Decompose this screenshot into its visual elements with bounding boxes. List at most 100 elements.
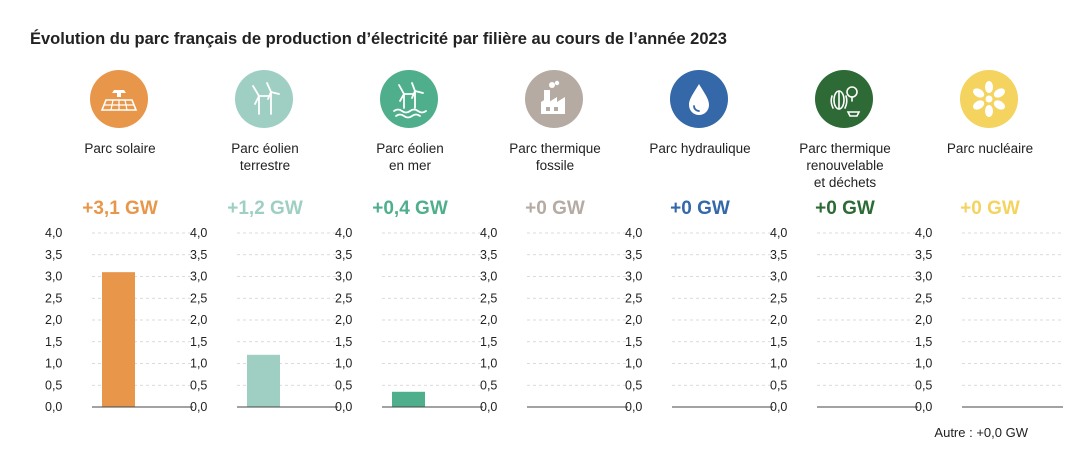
y-tick-label: 2,0 [625, 313, 642, 327]
y-tick-label: 0,5 [915, 378, 932, 392]
y-tick-label: 1,0 [625, 357, 642, 371]
panel-label: Parc thermique fossile [509, 141, 601, 173]
bar [102, 272, 135, 407]
y-tick-label: 2,5 [770, 291, 787, 305]
data-label: +0 GW [670, 198, 730, 219]
bar-plot: 0,0 0,5 1,0 1,5 2,0 2,5 3,0 3,5 4,0 [625, 226, 773, 414]
other-note: Autre : +0,0 GW [934, 425, 1028, 440]
data-label: +1,2 GW [227, 198, 303, 219]
y-tick-label: 2,0 [190, 313, 207, 327]
y-tick-label: 1,0 [190, 357, 207, 371]
y-tick-label: 3,5 [190, 248, 207, 262]
y-tick-label: 3,5 [335, 248, 352, 262]
y-tick-label: 3,5 [625, 248, 642, 262]
y-tick-label: 3,0 [190, 270, 207, 284]
y-tick-label: 4,0 [480, 226, 497, 240]
chart-title: Évolution du parc français de production… [30, 30, 727, 48]
chart-panel: Parc thermique renouvelable et déchets +0… [770, 70, 920, 450]
y-tick-label: 0,0 [190, 400, 207, 414]
y-tick-label: 2,5 [480, 291, 497, 305]
data-label: +3,1 GW [82, 198, 158, 219]
y-tick-label: 1,0 [770, 357, 787, 371]
atom-icon [960, 70, 1018, 128]
y-tick-label: 0,0 [915, 400, 932, 414]
y-tick-label: 1,5 [770, 335, 787, 349]
y-tick-label: 3,5 [770, 248, 787, 262]
bar-plot: 0,0 0,5 1,0 1,5 2,0 2,5 3,0 3,5 4,0 [770, 226, 918, 414]
y-tick-label: 0,5 [190, 378, 207, 392]
panel-label: Parc hydraulique [649, 141, 751, 156]
y-tick-label: 2,5 [45, 291, 62, 305]
chart-panel: Parc thermique fossile +0 GW 0,0 0,5 1,0 1,5 2… [480, 70, 630, 450]
bar [247, 354, 280, 407]
y-tick-label: 3,0 [770, 270, 787, 284]
y-tick-label: 2,0 [480, 313, 497, 327]
y-tick-label: 1,5 [480, 335, 497, 349]
y-tick-label: 1,0 [45, 357, 62, 371]
y-tick-label: 2,5 [190, 291, 207, 305]
y-tick-label: 0,0 [335, 400, 352, 414]
y-tick-label: 0,0 [480, 400, 497, 414]
bar-plot: 0,0 0,5 1,0 1,5 2,0 2,5 3,0 3,5 4,0 [335, 226, 483, 414]
bar [392, 391, 425, 407]
y-tick-label: 3,5 [915, 248, 932, 262]
y-tick-label: 3,0 [335, 270, 352, 284]
y-tick-label: 2,5 [335, 291, 352, 305]
bar-plot: 0,0 0,5 1,0 1,5 2,0 2,5 3,0 3,5 4,0 [915, 226, 1063, 414]
wind-turbine-icon [235, 70, 293, 128]
y-tick-label: 1,5 [335, 335, 352, 349]
panel-label: Parc solaire [84, 141, 156, 156]
y-tick-label: 1,5 [625, 335, 642, 349]
y-tick-label: 3,0 [480, 270, 497, 284]
y-tick-label: 4,0 [625, 226, 642, 240]
y-tick-label: 1,5 [190, 335, 207, 349]
bar-plot: 0,0 0,5 1,0 1,5 2,0 2,5 3,0 3,5 4,0 [45, 226, 193, 414]
y-tick-label: 0,5 [480, 378, 497, 392]
y-tick-label: 2,0 [770, 313, 787, 327]
y-tick-label: 2,0 [915, 313, 932, 327]
y-tick-label: 4,0 [335, 226, 352, 240]
data-label: +0 GW [960, 198, 1020, 219]
y-tick-label: 0,0 [45, 400, 62, 414]
y-tick-label: 2,0 [45, 313, 62, 327]
water-drop-icon [670, 70, 728, 128]
y-tick-label: 0,0 [625, 400, 642, 414]
y-tick-label: 4,0 [915, 226, 932, 240]
y-tick-label: 1,5 [45, 335, 62, 349]
y-tick-label: 0,5 [45, 378, 62, 392]
y-tick-label: 4,0 [45, 226, 62, 240]
y-tick-label: 0,5 [770, 378, 787, 392]
bar-plot: 0,0 0,5 1,0 1,5 2,0 2,5 3,0 3,5 4,0 [480, 226, 628, 414]
chart-panel: Parc éolien en mer +0,4 GW 0,0 0,5 1,0 1,5 2,0… [335, 70, 485, 450]
y-tick-label: 4,0 [770, 226, 787, 240]
panel-label: Parc thermique renouvelable et déchets [799, 141, 891, 190]
panel-label: Parc éolien en mer [376, 141, 444, 173]
y-tick-label: 2,5 [625, 291, 642, 305]
y-tick-label: 4,0 [190, 226, 207, 240]
chart-panel: Parc solaire +3,1 GW 0,0 0,5 1,0 1,5 2,0 2,5 3,0… [45, 70, 195, 450]
panel-label: Parc nucléaire [946, 141, 1034, 156]
data-label: +0,4 GW [372, 198, 448, 219]
bar-plot: 0,0 0,5 1,0 1,5 2,0 2,5 3,0 3,5 4,0 [190, 226, 338, 414]
chart-panel: Parc nucléaire +0 GW 0,0 0,5 1,0 1,5 2,0 2,5 3,0… [915, 70, 1065, 450]
y-tick-label: 3,0 [45, 270, 62, 284]
solar-panel-icon [90, 70, 148, 128]
biomass-icon [815, 70, 873, 128]
panel-label: Parc éolien terrestre [231, 141, 299, 173]
data-label: +0 GW [525, 198, 585, 219]
factory-icon [525, 70, 583, 128]
y-tick-label: 3,0 [915, 270, 932, 284]
y-tick-label: 1,0 [480, 357, 497, 371]
y-tick-label: 2,5 [915, 291, 932, 305]
offshore-wind-icon [380, 70, 438, 128]
y-tick-label: 1,0 [915, 357, 932, 371]
y-tick-label: 1,0 [335, 357, 352, 371]
y-tick-label: 1,5 [915, 335, 932, 349]
y-tick-label: 3,0 [625, 270, 642, 284]
y-tick-label: 0,5 [335, 378, 352, 392]
chart-panel: Parc éolien terrestre +1,2 GW 0,0 0,5 1,0 1,5… [190, 70, 340, 450]
data-label: +0 GW [815, 198, 875, 219]
y-tick-label: 0,5 [625, 378, 642, 392]
chart-panel: Parc hydraulique +0 GW 0,0 0,5 1,0 1,5 2,0 2,5 3… [625, 70, 775, 450]
y-tick-label: 2,0 [335, 313, 352, 327]
